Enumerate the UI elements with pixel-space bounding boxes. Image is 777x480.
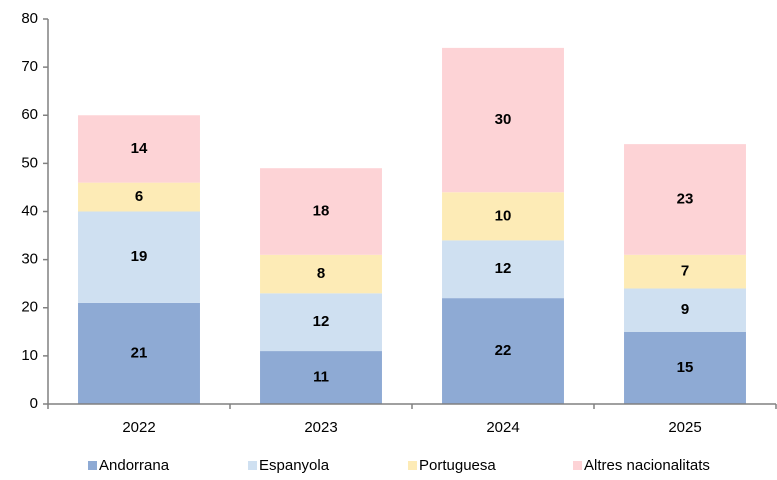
bar-segment [442, 298, 564, 404]
bar-segment [624, 331, 746, 404]
y-tick-label: 80 [21, 10, 38, 27]
y-tick-label: 70 [21, 58, 38, 75]
y-tick-label: 0 [30, 395, 38, 412]
bar-segment [442, 192, 564, 241]
x-tick-label: 2024 [486, 419, 519, 436]
data-label: 21 [131, 344, 148, 361]
bar-segment [442, 240, 564, 299]
data-label: 10 [495, 207, 512, 224]
bar-segment [78, 182, 200, 212]
data-label: 30 [495, 111, 512, 128]
bar-segment [260, 168, 382, 255]
legend-label: Andorrana [99, 457, 170, 474]
bar-segment [78, 115, 200, 183]
legend-swatch [88, 461, 97, 470]
bar-segment [442, 47, 564, 193]
data-label: 9 [681, 301, 689, 318]
y-tick-label: 20 [21, 299, 38, 316]
bar-segment [624, 254, 746, 289]
y-tick-label: 10 [21, 347, 38, 364]
bar-segment [78, 211, 200, 303]
y-tick-label: 30 [21, 251, 38, 268]
legend-label: Espanyola [259, 457, 330, 474]
bar-segment [78, 302, 200, 404]
data-label: 7 [681, 263, 689, 280]
legend-swatch [408, 461, 417, 470]
legend-label: Portuguesa [419, 457, 496, 474]
y-tick-label: 60 [21, 106, 38, 123]
legend-label: Altres nacionalitats [584, 457, 710, 474]
bar-segment [624, 144, 746, 255]
data-label: 15 [677, 359, 694, 376]
legend-swatch [248, 461, 257, 470]
data-label: 22 [495, 342, 512, 359]
data-label: 11 [313, 369, 329, 386]
bar-segment [260, 293, 382, 352]
bar-segment [624, 288, 746, 332]
data-label: 14 [131, 140, 148, 157]
x-tick-label: 2022 [122, 419, 155, 436]
data-label: 12 [495, 260, 512, 277]
x-tick-label: 2023 [304, 419, 337, 436]
data-label: 12 [313, 313, 330, 330]
legend-swatch [573, 461, 582, 470]
x-tick-label: 2025 [668, 419, 701, 436]
y-tick-label: 50 [21, 154, 38, 171]
data-label: 23 [677, 190, 694, 207]
y-tick-label: 40 [21, 202, 38, 219]
data-label: 6 [135, 188, 143, 205]
bar-segment [260, 254, 382, 294]
data-label: 8 [317, 265, 325, 282]
data-label: 18 [313, 202, 330, 219]
data-label: 19 [131, 248, 148, 265]
bar-segment [260, 351, 382, 404]
